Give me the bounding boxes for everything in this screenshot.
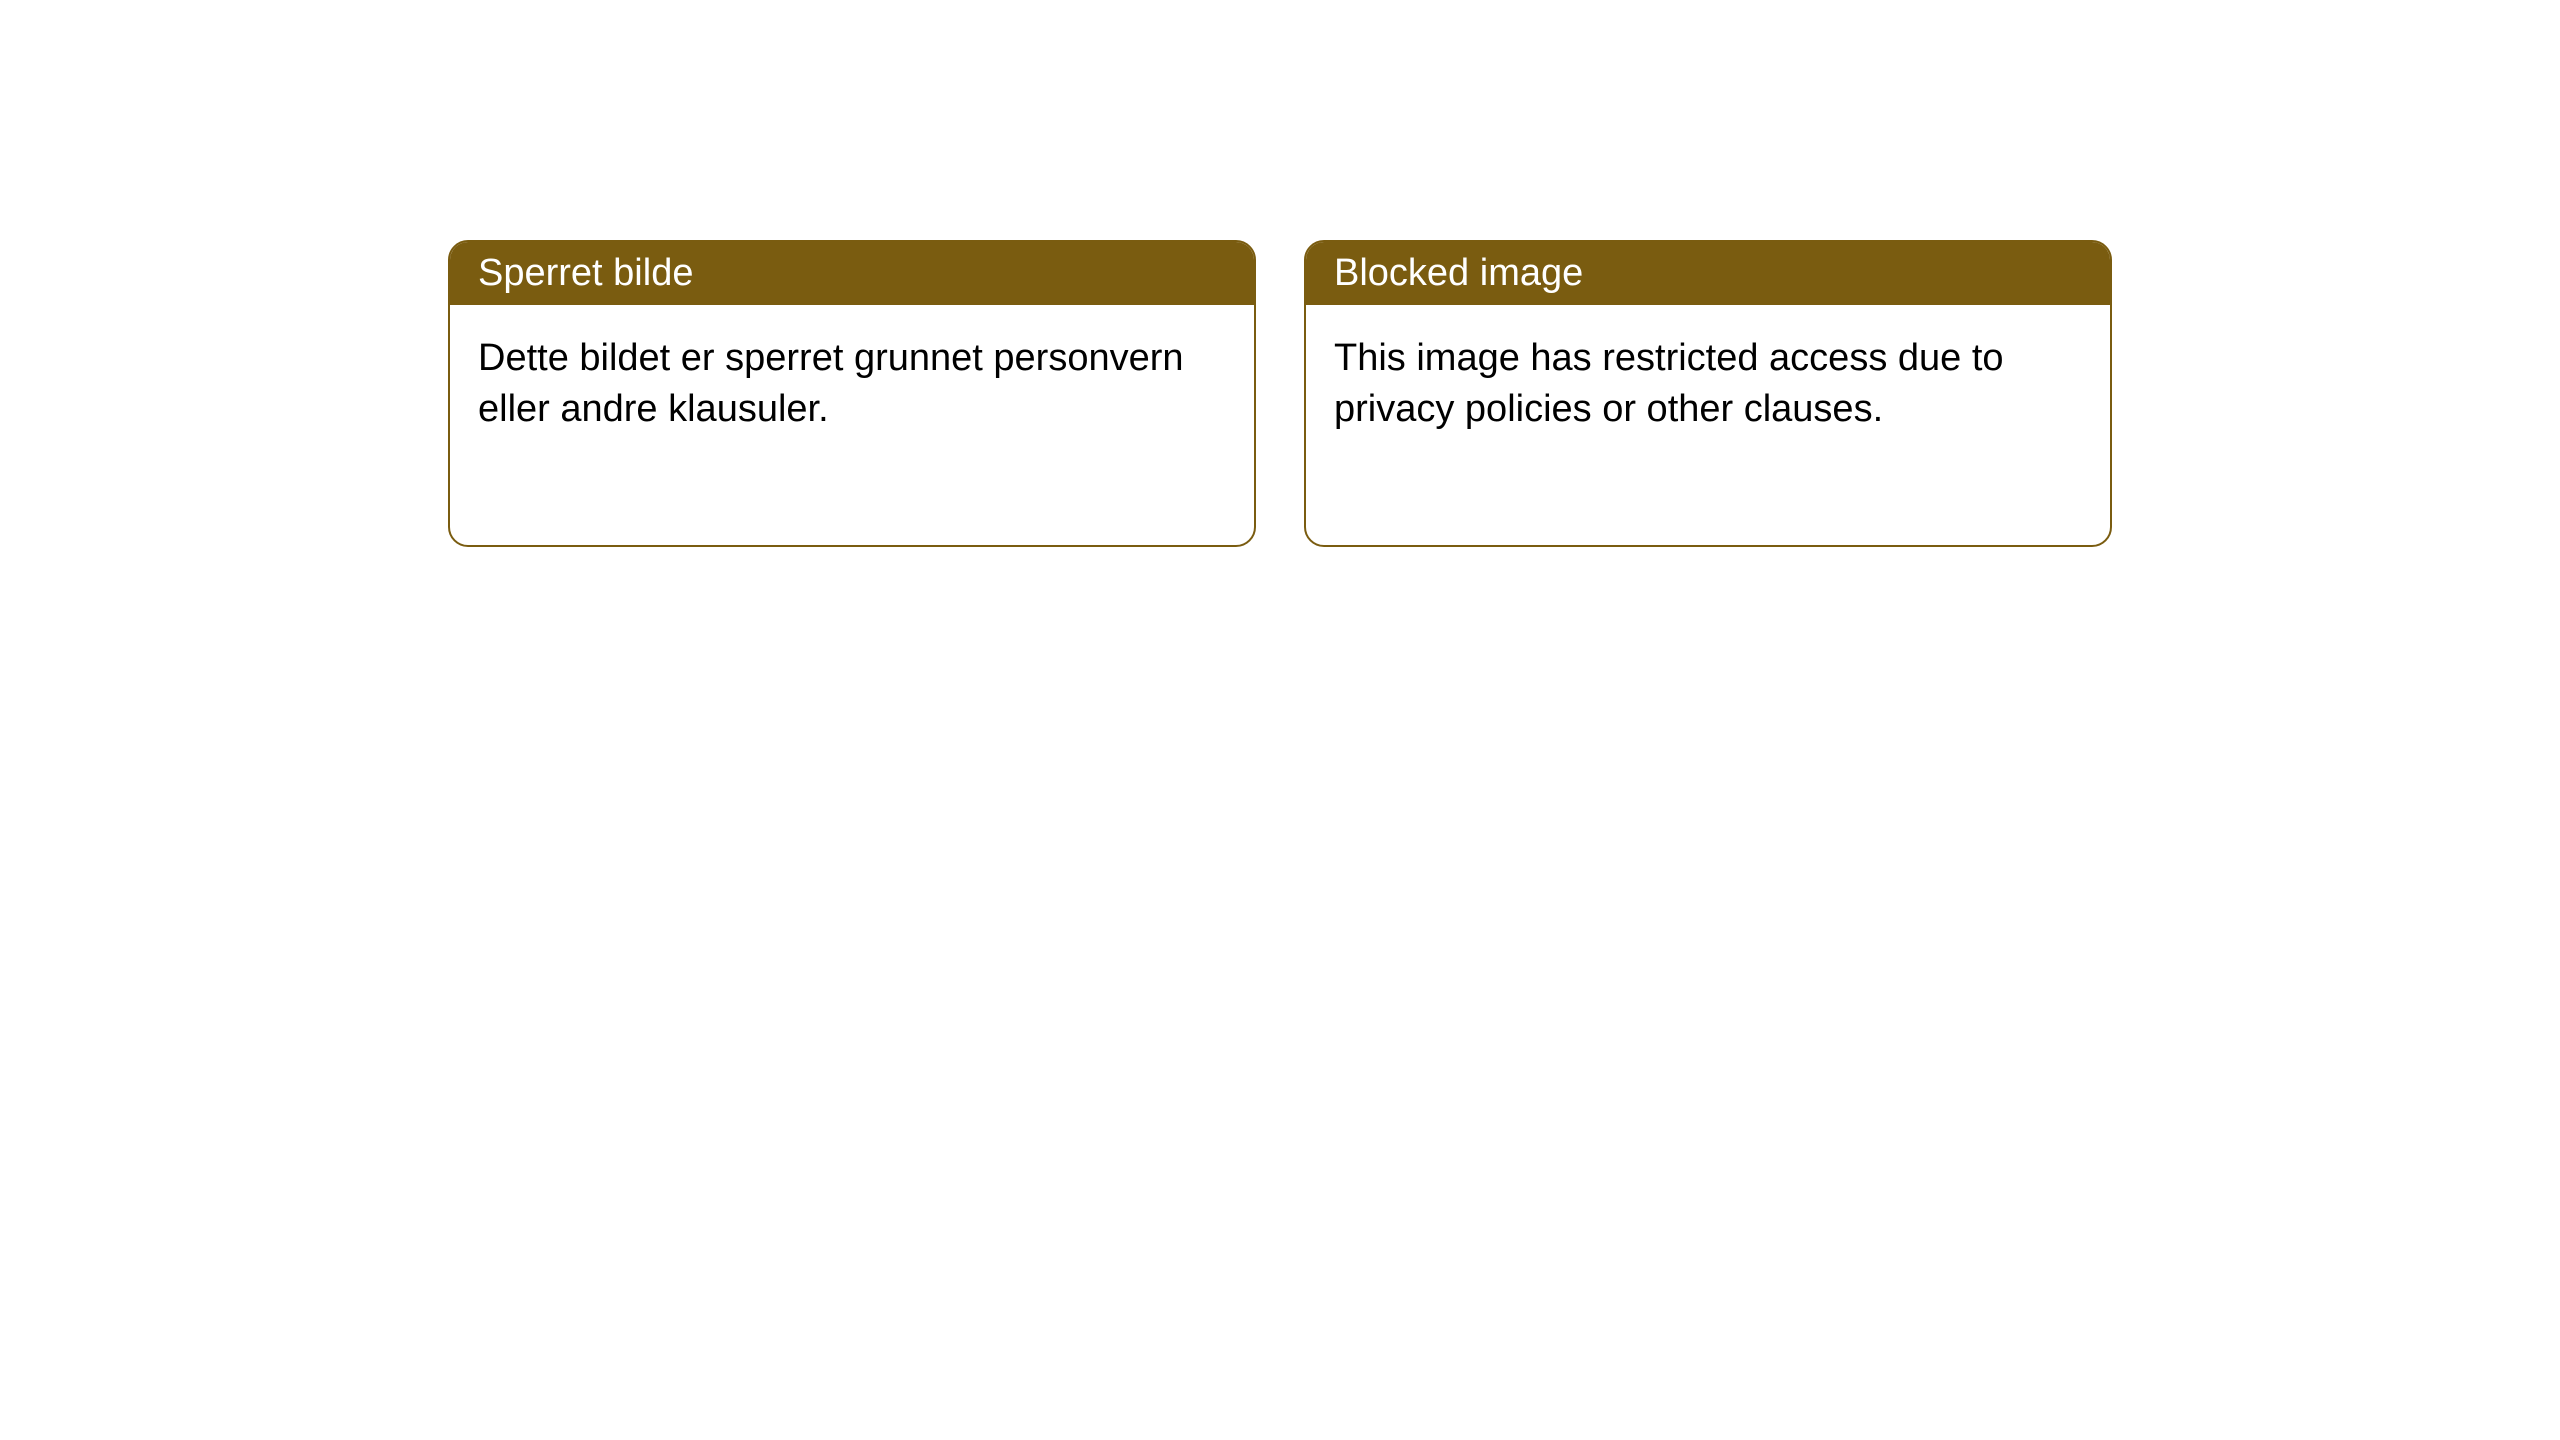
notice-container: Sperret bilde Dette bildet er sperret gr… [0, 0, 2560, 547]
notice-body-text: Dette bildet er sperret grunnet personve… [478, 337, 1184, 430]
notice-header: Sperret bilde [450, 242, 1254, 305]
notice-title: Sperret bilde [478, 252, 693, 294]
notice-body: Dette bildet er sperret grunnet personve… [450, 305, 1254, 545]
notice-body-text: This image has restricted access due to … [1334, 337, 2004, 430]
notice-body: This image has restricted access due to … [1306, 305, 2110, 545]
notice-title: Blocked image [1334, 252, 1583, 294]
notice-card-english: Blocked image This image has restricted … [1304, 240, 2112, 547]
notice-header: Blocked image [1306, 242, 2110, 305]
notice-card-norwegian: Sperret bilde Dette bildet er sperret gr… [448, 240, 1256, 547]
